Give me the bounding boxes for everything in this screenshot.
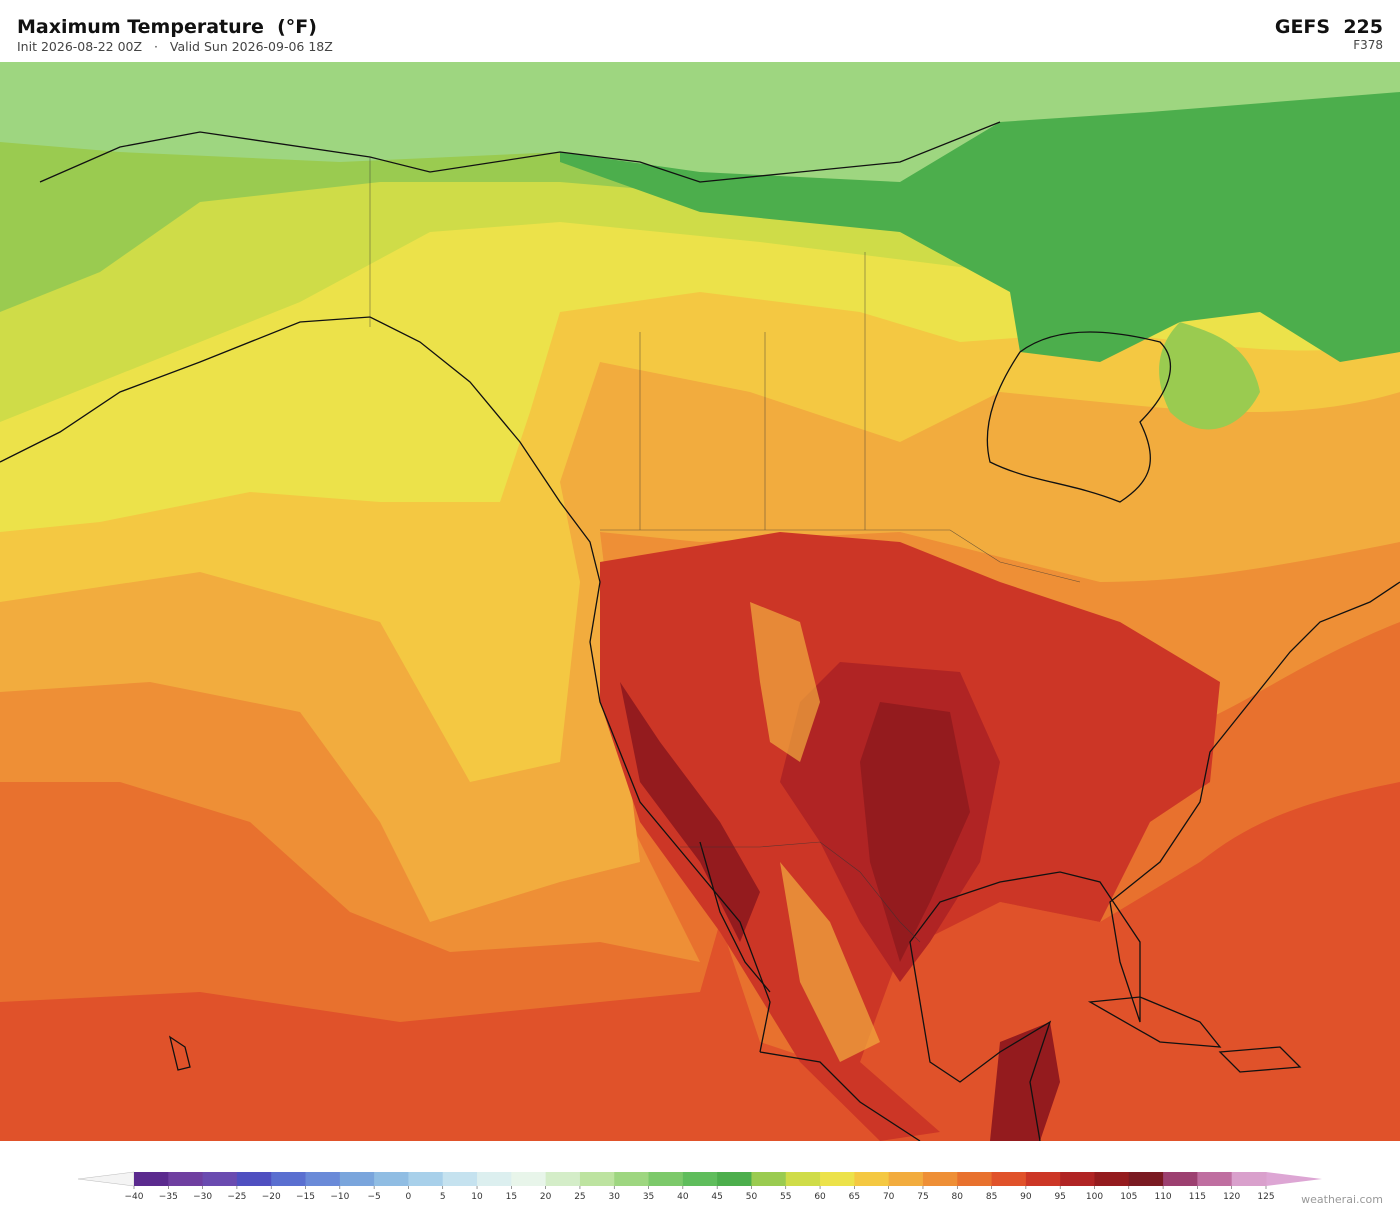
tick-label: −40 <box>125 1192 144 1202</box>
separator: · <box>153 39 158 54</box>
tick-label: 25 <box>574 1192 585 1202</box>
color-bin <box>545 1172 581 1186</box>
field-100 <box>860 702 970 962</box>
color-bin <box>648 1172 684 1186</box>
tick-label: −5 <box>367 1192 380 1202</box>
tick-label: 120 <box>1223 1192 1240 1202</box>
tick-label: 55 <box>780 1192 791 1202</box>
valid-time: Valid Sun 2026-09-06 18Z <box>169 39 333 54</box>
color-bin <box>374 1172 409 1186</box>
color-bin <box>202 1172 238 1186</box>
tick-label: −20 <box>262 1192 281 1202</box>
color-bin <box>168 1172 204 1186</box>
tick-label: 105 <box>1120 1192 1137 1202</box>
color-bin <box>477 1172 512 1186</box>
color-bin <box>1060 1172 1095 1186</box>
color-bin <box>339 1172 375 1186</box>
color-bin <box>957 1172 993 1186</box>
map <box>0 62 1400 1141</box>
tick-label: 50 <box>746 1192 758 1202</box>
model-name: GEFS 225 <box>1274 16 1383 38</box>
tick-label: 90 <box>1020 1192 1032 1202</box>
color-bin <box>1197 1172 1233 1186</box>
field-50b <box>1159 322 1260 430</box>
tick-label: −25 <box>227 1192 246 1202</box>
color-bin <box>1025 1172 1061 1186</box>
tick-label: 20 <box>540 1192 552 1202</box>
tick-label: −15 <box>296 1192 315 1202</box>
tick-label: 5 <box>440 1192 446 1202</box>
tick-label: 0 <box>406 1192 412 1202</box>
color-bin <box>785 1172 821 1186</box>
tick-label: 125 <box>1257 1192 1274 1202</box>
tick-label: −35 <box>159 1192 178 1202</box>
color-bin <box>854 1172 890 1186</box>
color-bin <box>888 1172 924 1186</box>
color-bin <box>1094 1172 1130 1186</box>
color-bin <box>305 1172 341 1186</box>
tick-label: 115 <box>1189 1192 1206 1202</box>
color-bin <box>134 1172 169 1186</box>
color-bin <box>991 1172 1027 1186</box>
tick-label: 85 <box>986 1192 997 1202</box>
map-title: Maximum Temperature (°F) <box>17 16 317 38</box>
color-bin <box>408 1172 444 1186</box>
tick-label: 40 <box>677 1192 689 1202</box>
tick-label: −30 <box>193 1192 212 1202</box>
tick-label: 60 <box>814 1192 826 1202</box>
tick-label: 75 <box>917 1192 928 1202</box>
tick-label: 35 <box>643 1192 654 1202</box>
tick-label: 80 <box>952 1192 964 1202</box>
color-bin <box>922 1172 958 1186</box>
over-extension <box>1266 1172 1322 1186</box>
color-bin <box>511 1172 547 1186</box>
forecast-hour: F378 <box>1353 38 1383 52</box>
color-bin <box>682 1172 718 1186</box>
credit: weatherai.com <box>1301 1193 1383 1206</box>
color-bin <box>1163 1172 1198 1186</box>
color-bin <box>1128 1172 1164 1186</box>
color-bin <box>236 1172 272 1186</box>
tick-label: 30 <box>609 1192 621 1202</box>
color-bin <box>614 1172 650 1186</box>
tick-label: −10 <box>330 1192 349 1202</box>
field-35 <box>0 62 1400 182</box>
field-100b <box>620 682 760 942</box>
tick-label: 100 <box>1086 1192 1103 1202</box>
field-100c <box>990 1022 1060 1141</box>
tick-label: 45 <box>711 1192 722 1202</box>
terrain-cool <box>750 602 880 1062</box>
color-bin <box>751 1172 787 1186</box>
init-time: Init 2026-08-22 00Z <box>17 39 143 54</box>
colorbar: −40 −35 −30 −25 −20 −15 −10 −5 0 5 10 15 20 25 30 35 40 4… <box>77 1171 1322 1202</box>
tick-label: 15 <box>506 1192 517 1202</box>
tick-label: 95 <box>1054 1192 1065 1202</box>
tick-label: 70 <box>883 1192 895 1202</box>
tick-label: 110 <box>1154 1192 1171 1202</box>
borders <box>369 157 1081 943</box>
tick-label: 10 <box>471 1192 483 1202</box>
under-extension <box>77 1171 135 1187</box>
tick-label: 65 <box>849 1192 860 1202</box>
color-bin <box>271 1172 307 1186</box>
color-bin <box>820 1172 855 1186</box>
color-bin <box>579 1172 615 1186</box>
subtitle: Init 2026-08-22 00Z · Valid Sun 2026-09-… <box>17 39 333 54</box>
color-bin <box>717 1172 752 1186</box>
color-bin <box>442 1172 478 1186</box>
coastlines <box>0 121 1400 1141</box>
color-bin <box>1231 1172 1267 1186</box>
